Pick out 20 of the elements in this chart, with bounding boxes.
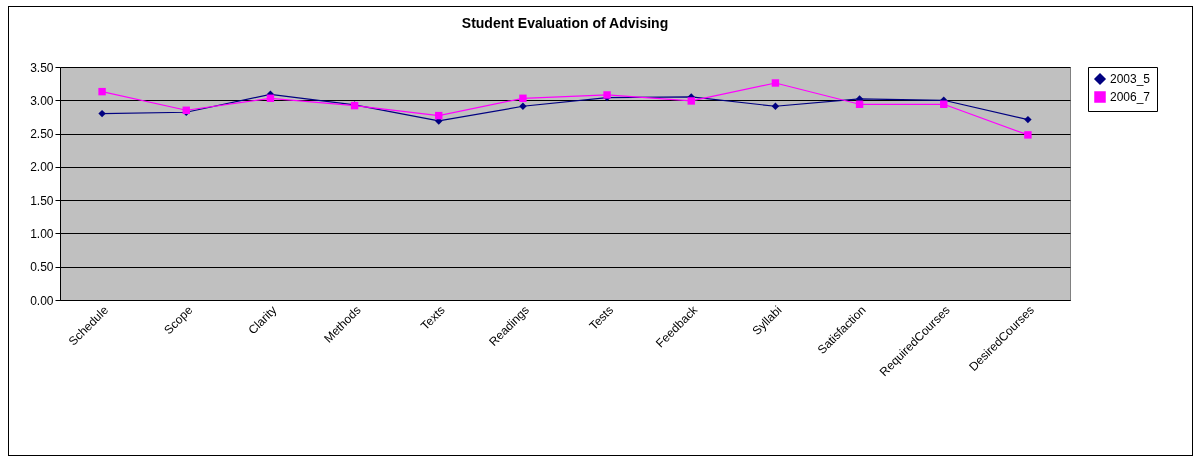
y-tick-label: 1.00 — [30, 226, 54, 241]
point — [98, 109, 106, 118]
y-tick-label: 2.50 — [30, 127, 54, 142]
y-tick-label: 1.50 — [30, 193, 54, 208]
point — [771, 79, 780, 87]
point — [98, 87, 106, 96]
legend-label: 2003_5 — [1110, 72, 1151, 86]
point — [1024, 115, 1032, 124]
y-tick-label: 2.00 — [30, 160, 54, 175]
point — [519, 94, 527, 102]
y-tick-label: 3.00 — [30, 93, 54, 108]
point — [771, 102, 780, 110]
y-tick-label: 0.00 — [30, 293, 54, 308]
chart-title: Student Evaluation of Advising — [461, 15, 669, 31]
legend-label: 2006_7 — [1110, 90, 1151, 104]
point — [687, 97, 695, 105]
point — [1024, 131, 1032, 139]
point — [519, 102, 527, 110]
y-tick-label: 3.50 — [30, 60, 54, 75]
y-tick-label: 0.50 — [30, 260, 54, 275]
